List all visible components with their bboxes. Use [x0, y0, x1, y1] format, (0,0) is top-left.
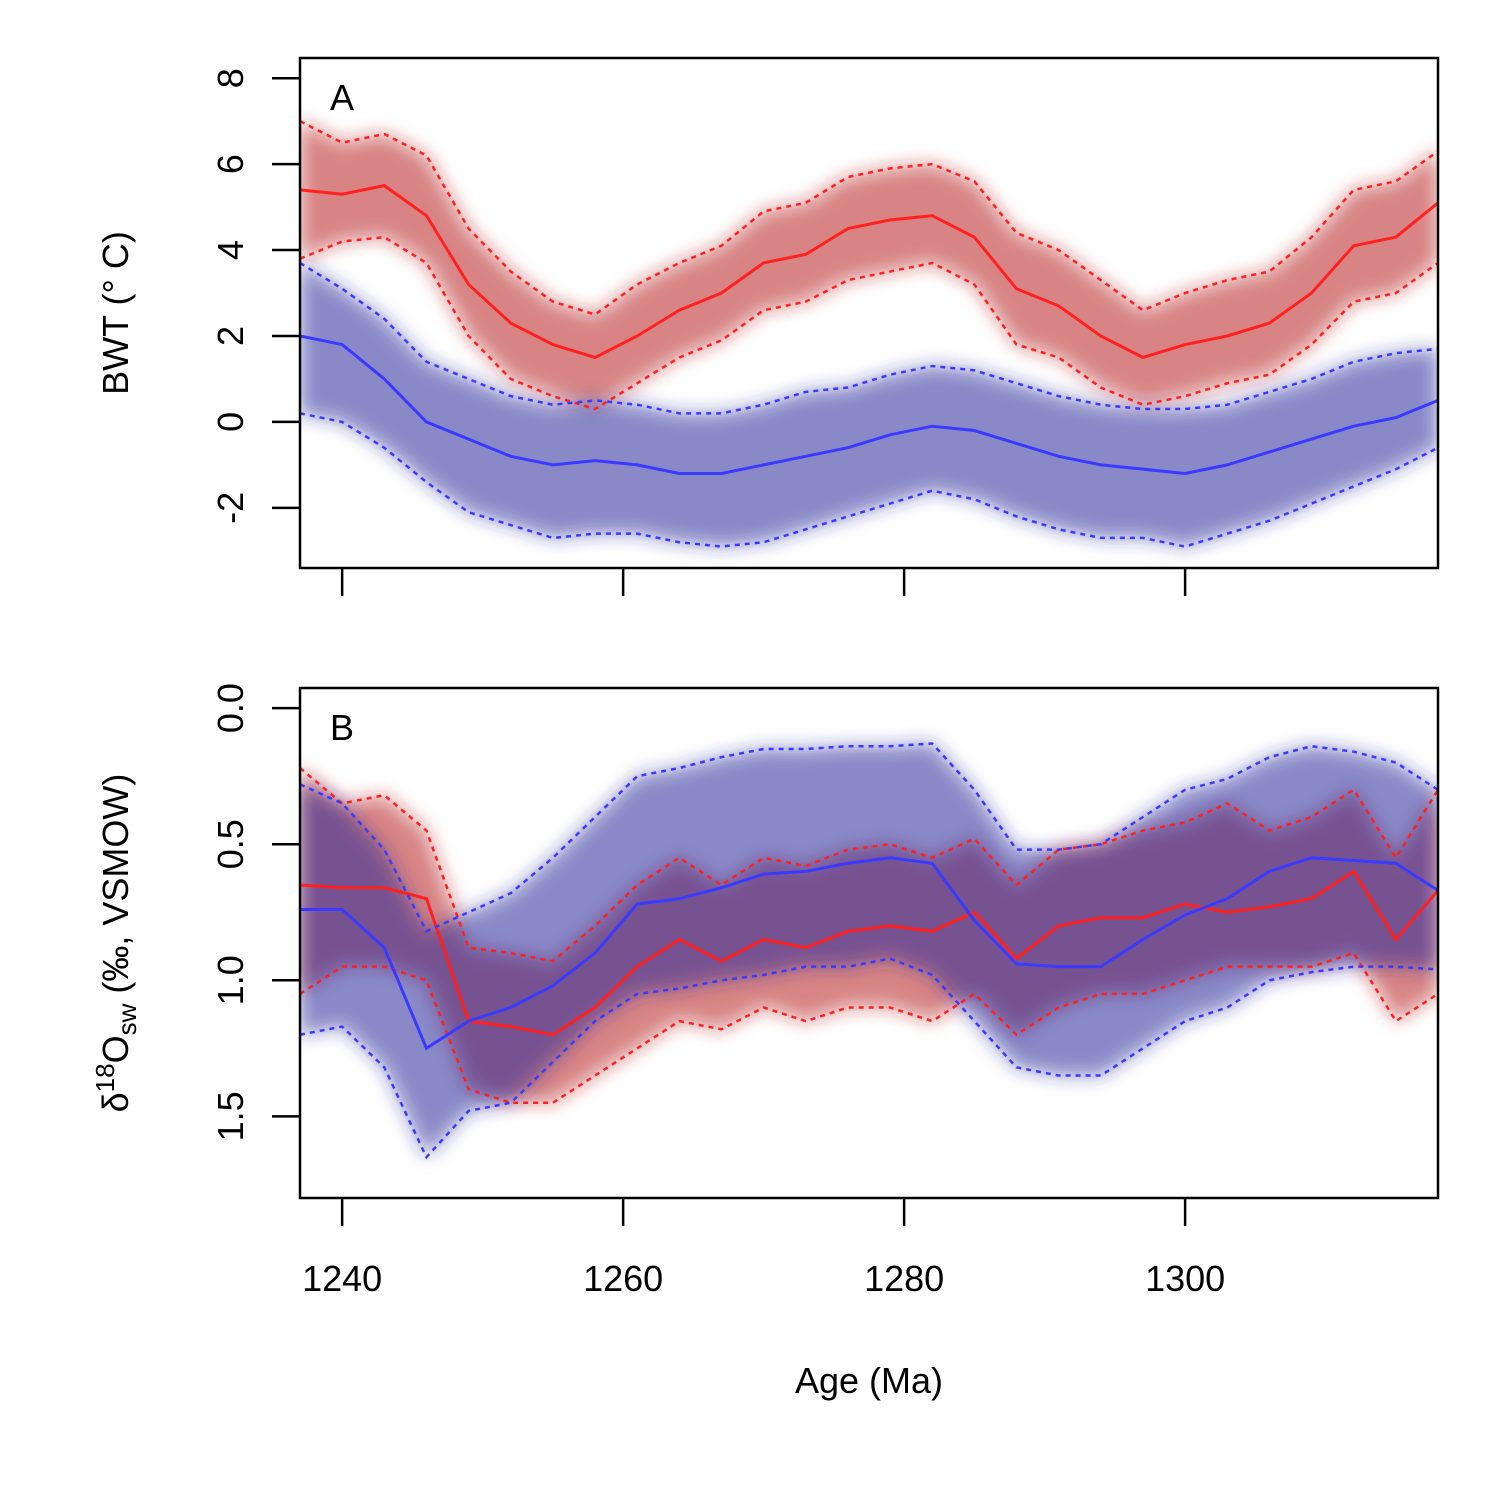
y-label-rest: (‰, VSMOW)	[95, 774, 136, 1004]
y-tick-label: 8	[210, 68, 251, 88]
interval-line	[300, 120, 1438, 316]
y-label-symbol: δ	[95, 1092, 136, 1112]
y-tick-label: 4	[210, 240, 251, 260]
y-axis-label: BWT (° C)	[95, 231, 136, 395]
y-label-sup: 18	[90, 1063, 120, 1092]
x-axis-label: Age (Ma)	[795, 1360, 943, 1401]
panel-label: A	[330, 77, 354, 118]
x-tick-label: 1240	[302, 1258, 382, 1299]
interval-line	[300, 235, 1438, 411]
ensemble-band	[300, 262, 1438, 547]
y-label-base: O	[95, 1035, 136, 1063]
y-tick-label: 1.0	[210, 955, 251, 1005]
y-tick-label: 0	[210, 412, 251, 432]
y-axis-label: δ18Osw (‰, VSMOW)	[90, 774, 142, 1113]
x-tick-label: 1260	[583, 1258, 663, 1299]
median-line	[300, 334, 1438, 475]
y-tick-label: 0.0	[210, 683, 251, 733]
plot-frame	[298, 56, 1440, 570]
median-line	[300, 184, 1438, 360]
interval-line	[300, 957, 1438, 1160]
interval-line	[300, 261, 1438, 415]
ensemble-band	[300, 743, 1438, 1158]
panel-label: B	[330, 707, 354, 748]
plot-frame	[298, 686, 1440, 1200]
interval-line	[300, 412, 1438, 548]
y-tick-label: 0.5	[210, 819, 251, 869]
ensemble-band	[300, 121, 1438, 410]
plot-area	[300, 120, 1438, 548]
y-tick-label: 1.5	[210, 1091, 251, 1141]
median-line	[300, 869, 1438, 1037]
y-label-sub: sw	[112, 1003, 142, 1035]
y-tick-label: 6	[210, 154, 251, 174]
x-tick-label: 1280	[864, 1258, 944, 1299]
y-tick-label: -2	[210, 492, 251, 524]
median-line	[300, 856, 1438, 1051]
x-tick-label: 1300	[1145, 1258, 1225, 1299]
plot-area	[300, 742, 1438, 1160]
interval-line	[300, 742, 1438, 933]
interval-line	[300, 951, 1438, 1104]
y-tick-label: 2	[210, 326, 251, 346]
